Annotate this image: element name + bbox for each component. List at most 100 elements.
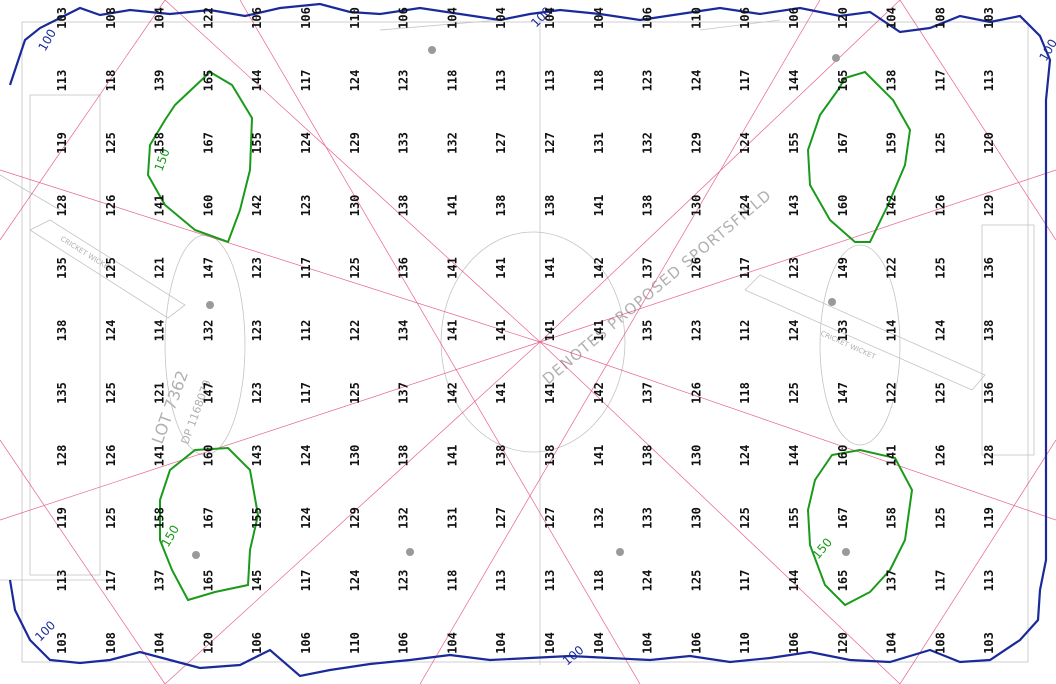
lux-value: 144 (250, 70, 264, 92)
aiming-line (0, 0, 166, 241)
lux-value: 147 (201, 257, 215, 279)
lux-value: 124 (689, 70, 703, 92)
lux-value: 129 (982, 195, 996, 217)
lux-value: 129 (689, 132, 703, 154)
lux-value: 113 (543, 570, 557, 592)
cricket-pitch-right (981, 224, 1035, 456)
lux-value: 132 (397, 507, 411, 529)
boundary-line-top (379, 19, 501, 31)
lux-value: 158 (153, 132, 167, 154)
lux-value: 119 (55, 132, 69, 154)
lux-value: 133 (836, 320, 850, 342)
lux-value: 134 (397, 320, 411, 342)
aiming-line (0, 439, 166, 684)
lux-value: 132 (641, 132, 655, 154)
lux-value: 160 (836, 195, 850, 217)
lux-value: 143 (250, 445, 264, 467)
lux-value: 136 (982, 382, 996, 404)
lux-value: 138 (55, 320, 69, 342)
lux-value: 112 (738, 320, 752, 342)
lux-value: 123 (299, 195, 313, 217)
lux-value-grid: 103 108 104 122 106 106 110 106 104 104 104 104 106 1… (55, 7, 996, 654)
lux-value: 125 (348, 257, 362, 279)
cricket-pitch-left (29, 94, 101, 576)
lux-value: 117 (299, 382, 313, 404)
lux-value: 126 (689, 257, 703, 279)
lux-value: 110 (738, 632, 752, 654)
lux-value: 167 (836, 132, 850, 154)
lux-value: 118 (445, 70, 459, 92)
lux-value: 118 (592, 570, 606, 592)
lux-value: 106 (250, 632, 264, 654)
lux-value: 124 (933, 320, 947, 342)
lux-value: 138 (397, 445, 411, 467)
lux-value: 122 (348, 320, 362, 342)
lux-value: 124 (641, 570, 655, 592)
lux-value: 155 (787, 507, 801, 529)
lux-value: 117 (738, 570, 752, 592)
lux-value: 127 (494, 132, 508, 154)
lux-value: 122 (201, 7, 215, 29)
lux-value: 149 (836, 257, 850, 279)
lux-value: 138 (543, 195, 557, 217)
lux-value: 141 (543, 257, 557, 279)
lux-value: 141 (592, 195, 606, 217)
lux-value: 119 (982, 507, 996, 529)
lux-value: 142 (592, 257, 606, 279)
lux-value: 126 (933, 445, 947, 467)
lux-value: 114 (885, 320, 899, 342)
lux-value: 160 (201, 195, 215, 217)
lux-value: 141 (885, 445, 899, 467)
lux-value: 117 (299, 257, 313, 279)
boundary-line-top-2 (699, 19, 781, 31)
lux-value: 104 (885, 632, 899, 654)
lux-value: 123 (250, 257, 264, 279)
lux-value: 117 (933, 70, 947, 92)
lux-value: 128 (55, 195, 69, 217)
lux-value: 122 (885, 257, 899, 279)
aiming-line (0, 341, 541, 521)
aiming-line (239, 0, 641, 684)
lux-value: 118 (104, 70, 118, 92)
lux-value: 106 (787, 7, 801, 29)
lux-value: 106 (641, 7, 655, 29)
light-pole-icon (192, 551, 200, 559)
lux-value: 123 (689, 320, 703, 342)
lux-value: 114 (153, 320, 167, 342)
lux-value: 137 (153, 570, 167, 592)
lux-value: 126 (104, 195, 118, 217)
lux-value: 106 (250, 7, 264, 29)
lux-value: 124 (738, 445, 752, 467)
lux-value: 130 (689, 445, 703, 467)
lux-value: 104 (543, 7, 557, 29)
lux-value: 118 (592, 70, 606, 92)
lux-value: 138 (641, 195, 655, 217)
wicket-strip-left (29, 219, 186, 319)
lux-value: 141 (592, 445, 606, 467)
lux-value: 108 (933, 7, 947, 29)
lux-value: 124 (104, 320, 118, 342)
lux-value: 127 (543, 507, 557, 529)
lux-value: 104 (445, 7, 459, 29)
aiming-line (899, 0, 1056, 241)
lux-value: 108 (104, 632, 118, 654)
contour-label-150-br: 150 (810, 535, 835, 562)
lux-value: 125 (689, 570, 703, 592)
lux-value: 124 (787, 320, 801, 342)
lux-value: 158 (885, 507, 899, 529)
lux-value: 110 (348, 7, 362, 29)
lux-value: 124 (738, 132, 752, 154)
lux-value: 108 (933, 632, 947, 654)
lux-value: 155 (787, 132, 801, 154)
aiming-line (539, 341, 901, 684)
lux-value: 125 (933, 257, 947, 279)
lux-value: 104 (445, 632, 459, 654)
lux-value: 104 (641, 632, 655, 654)
lux-value: 142 (250, 195, 264, 217)
lux-value: 141 (445, 445, 459, 467)
lux-value: 141 (445, 320, 459, 342)
lux-value: 130 (348, 445, 362, 467)
lux-value: 167 (201, 132, 215, 154)
lux-value: 147 (836, 382, 850, 404)
